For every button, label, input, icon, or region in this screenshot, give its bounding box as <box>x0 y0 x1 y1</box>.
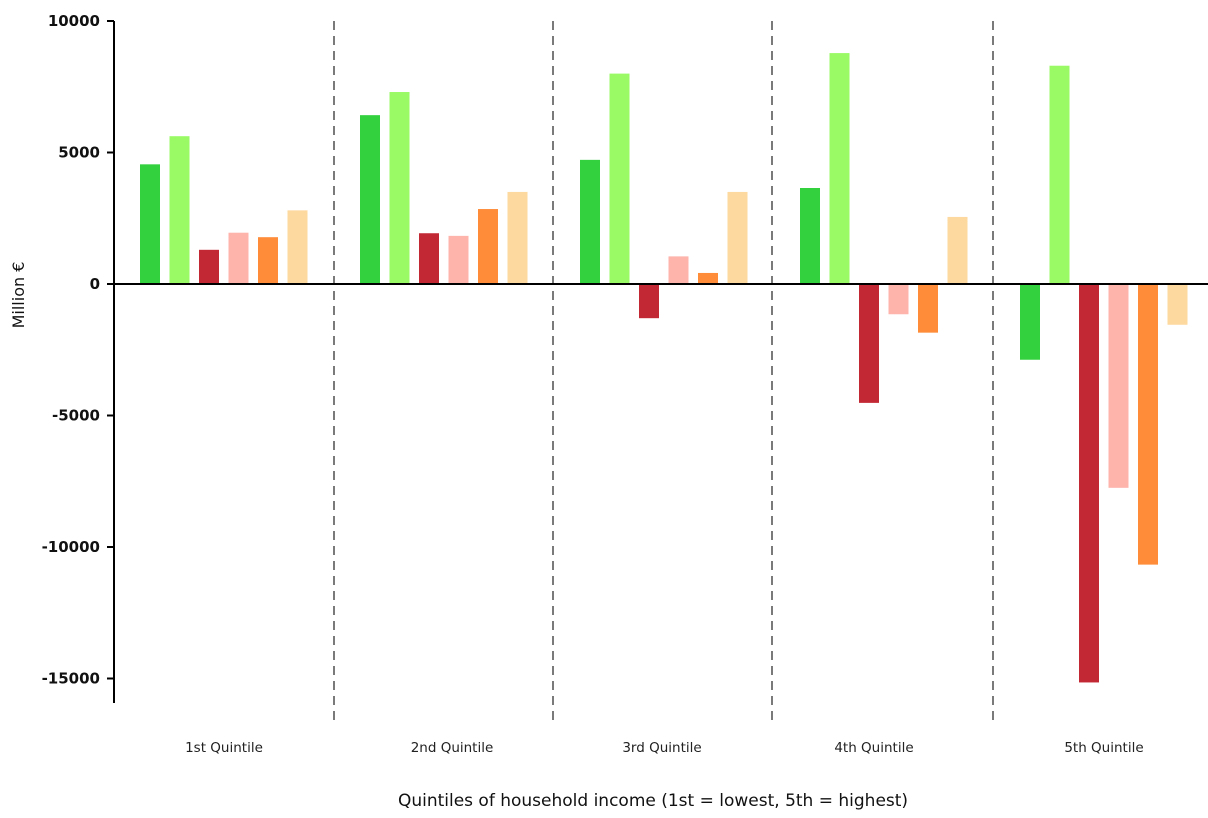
category-label: 2nd Quintile <box>411 740 494 756</box>
y-tick-label: 5000 <box>58 144 100 162</box>
bar <box>1020 284 1040 360</box>
bar <box>727 191 748 284</box>
bar <box>947 216 968 284</box>
bar <box>1138 284 1158 565</box>
bar <box>888 284 909 315</box>
bar <box>140 164 160 284</box>
category-label: 1st Quintile <box>185 740 263 756</box>
bar <box>360 115 380 285</box>
bar <box>800 188 820 284</box>
bar <box>199 249 219 284</box>
axes <box>113 21 1208 703</box>
bar <box>639 284 659 319</box>
bar <box>287 210 308 284</box>
bar <box>668 256 689 284</box>
category-label: 5th Quintile <box>1064 740 1143 756</box>
bar <box>698 272 718 284</box>
bar <box>918 284 938 333</box>
category-labels: 1st Quintile 2nd Quintile 3rd Quintile 4th … <box>185 740 1144 756</box>
y-tick-label: -15000 <box>42 670 100 688</box>
y-axis-title: Million € <box>9 262 28 329</box>
bar <box>228 232 249 284</box>
y-ticks: 10000 5000 0 -5000 -10000 -15000 <box>42 12 114 688</box>
y-tick-label: 10000 <box>48 12 100 30</box>
bar <box>389 92 410 284</box>
bar <box>448 235 469 284</box>
y-tick-label: 0 <box>90 275 100 293</box>
bar <box>1167 284 1188 325</box>
bar <box>580 159 600 284</box>
bar <box>419 233 439 284</box>
bars <box>140 53 1188 683</box>
bar <box>859 284 879 403</box>
x-axis-title: Quintiles of household income (1st = low… <box>398 791 908 811</box>
bar <box>478 209 498 284</box>
bar <box>1049 65 1070 285</box>
bar <box>609 73 630 284</box>
bar <box>258 237 278 284</box>
bar <box>1108 284 1129 488</box>
bar <box>169 136 190 284</box>
y-tick-label: -5000 <box>52 407 100 425</box>
bar <box>1079 284 1099 683</box>
category-label: 3rd Quintile <box>622 740 701 756</box>
bar <box>507 191 528 284</box>
category-label: 4th Quintile <box>834 740 913 756</box>
bar <box>829 53 850 284</box>
group-separators <box>333 21 994 726</box>
y-tick-label: -10000 <box>42 538 100 556</box>
